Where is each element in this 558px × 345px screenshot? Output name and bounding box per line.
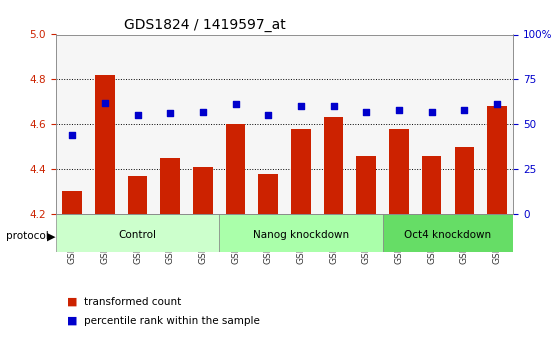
Bar <box>415 34 448 214</box>
Bar <box>252 34 285 214</box>
Point <box>231 102 240 107</box>
Bar <box>415 34 448 214</box>
Text: GDS1824 / 1419597_at: GDS1824 / 1419597_at <box>124 18 286 32</box>
Bar <box>357 156 376 214</box>
Bar <box>56 34 89 214</box>
Point <box>68 132 76 138</box>
Bar <box>89 34 121 214</box>
Bar <box>383 34 415 214</box>
Bar <box>219 34 252 214</box>
Bar <box>422 156 441 214</box>
Bar <box>350 34 383 214</box>
Point <box>166 111 175 116</box>
Bar <box>487 106 507 214</box>
Text: Control: Control <box>118 230 156 240</box>
Bar <box>154 34 186 214</box>
Bar <box>160 158 180 214</box>
Text: protocol: protocol <box>6 231 49 241</box>
Bar <box>226 124 246 214</box>
Text: Nanog knockdown: Nanog knockdown <box>253 230 349 240</box>
Bar <box>480 34 513 214</box>
Bar <box>448 34 480 214</box>
Point <box>133 112 142 118</box>
FancyBboxPatch shape <box>56 214 219 252</box>
Point <box>362 109 371 115</box>
Bar <box>324 117 343 214</box>
Point <box>395 107 403 112</box>
Bar <box>285 34 318 214</box>
Bar <box>154 34 186 214</box>
Bar <box>193 167 213 214</box>
Bar <box>318 34 350 214</box>
Bar <box>455 147 474 214</box>
Text: Oct4 knockdown: Oct4 knockdown <box>405 230 492 240</box>
Point <box>199 109 208 115</box>
Point <box>296 104 305 109</box>
Bar <box>350 34 383 214</box>
Bar <box>480 34 513 214</box>
FancyBboxPatch shape <box>383 214 513 252</box>
Bar <box>186 34 219 214</box>
Bar <box>318 34 350 214</box>
Point <box>460 107 469 112</box>
Bar <box>95 75 114 214</box>
Bar <box>291 129 311 214</box>
Text: percentile rank within the sample: percentile rank within the sample <box>84 316 259 326</box>
Bar <box>219 34 252 214</box>
Bar <box>448 34 480 214</box>
Bar <box>56 34 89 214</box>
Bar <box>62 191 82 214</box>
Text: transformed count: transformed count <box>84 297 181 307</box>
Bar <box>121 34 154 214</box>
Text: ■: ■ <box>67 297 78 307</box>
FancyBboxPatch shape <box>219 214 383 252</box>
Text: ■: ■ <box>67 316 78 326</box>
Bar <box>252 34 285 214</box>
Point <box>329 104 338 109</box>
Bar <box>383 34 415 214</box>
Point <box>100 100 109 106</box>
Bar <box>121 34 154 214</box>
Bar <box>258 174 278 214</box>
Bar <box>389 129 409 214</box>
Point <box>264 112 273 118</box>
Text: ▶: ▶ <box>47 231 56 241</box>
Bar <box>186 34 219 214</box>
Bar <box>89 34 121 214</box>
Bar <box>285 34 318 214</box>
Point <box>493 102 502 107</box>
Point <box>427 109 436 115</box>
Bar <box>128 176 147 214</box>
